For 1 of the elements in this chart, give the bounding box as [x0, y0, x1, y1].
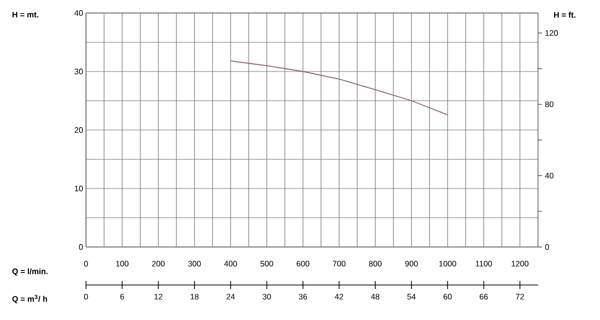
line-series — [230, 60, 448, 116]
